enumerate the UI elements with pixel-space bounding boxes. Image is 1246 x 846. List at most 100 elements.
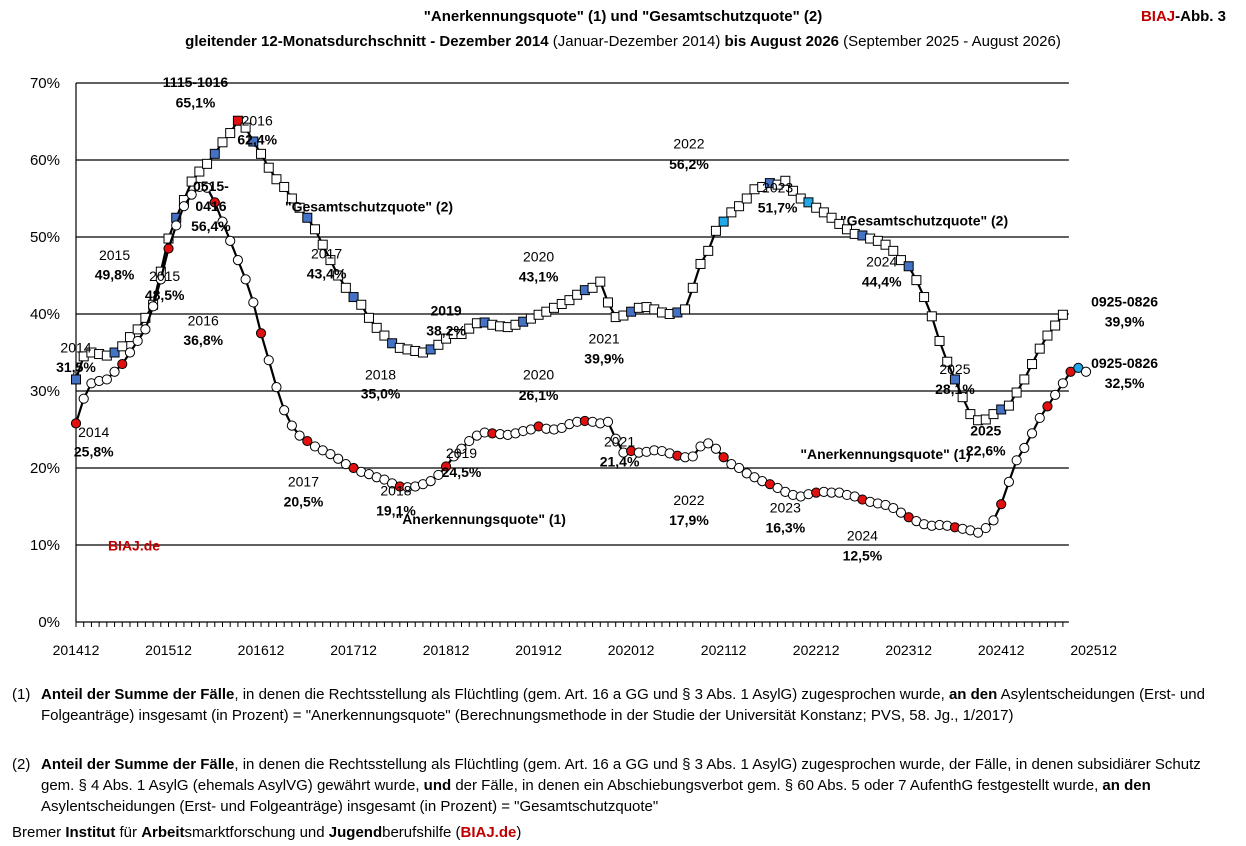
data-point-square	[903, 261, 914, 272]
data-point-circle	[710, 443, 722, 454]
data-annotation: "Gesamtschutzquote" (2)	[285, 199, 453, 215]
data-point-circle	[140, 324, 151, 335]
data-point-square	[949, 374, 960, 385]
data-point-square	[371, 322, 382, 333]
data-annotation: 35,0%	[361, 386, 401, 402]
y-tick-label: 20%	[30, 460, 60, 477]
data-annotation: 2014	[78, 424, 109, 440]
data-point-square	[109, 347, 120, 358]
data-annotation: 2018	[380, 483, 411, 499]
data-point-square	[186, 176, 197, 187]
data-annotation: "Anerkennungsquote" (1)	[396, 511, 566, 527]
data-point-square	[232, 115, 243, 126]
org-text-5: )	[516, 824, 522, 841]
data-point-square	[356, 299, 367, 310]
data-annotation: 2024	[847, 527, 878, 543]
footnote-2-bold-b: und	[423, 777, 452, 794]
data-point-circle	[1050, 389, 1061, 400]
data-point-circle	[294, 430, 305, 441]
data-annotation: 39,9%	[584, 350, 624, 366]
data-point-square	[587, 282, 598, 293]
data-point-square	[271, 174, 282, 185]
data-point-circle	[464, 435, 475, 447]
data-point-square	[780, 175, 791, 186]
x-tick-label: 202412	[978, 642, 1025, 658]
data-point-circle	[124, 347, 136, 358]
data-point-circle	[1080, 366, 1092, 377]
data-point-square	[317, 239, 328, 250]
data-point-square	[834, 218, 845, 229]
data-annotation: 12,5%	[843, 547, 883, 563]
subtitle-part-d: (September 2025 - August 2026)	[839, 33, 1061, 50]
subtitle-part-c: bis August 2026	[724, 33, 840, 50]
data-annotation: 36,8%	[183, 332, 223, 348]
data-point-square	[564, 295, 575, 306]
data-annotation: 2023	[762, 179, 793, 195]
data-point-circle	[448, 451, 459, 462]
data-annotation: 2018	[365, 366, 396, 382]
data-point-square	[202, 158, 213, 169]
data-annotation: 1115-1016	[163, 74, 229, 90]
data-point-circle	[980, 522, 991, 534]
footnote-1-number: (1)	[12, 686, 31, 703]
data-point-square	[348, 292, 359, 303]
data-annotation: 0416	[195, 198, 226, 214]
data-annotation: 17,9%	[669, 512, 709, 528]
data-point-circle	[302, 435, 313, 447]
data-annotation: 2020	[523, 249, 554, 265]
x-tick-label: 202212	[793, 642, 840, 658]
data-point-circle	[132, 335, 143, 347]
data-point-circle	[263, 355, 274, 366]
data-annotation: 21,4%	[600, 453, 640, 469]
org-text-4: berufshilfe (	[382, 824, 461, 841]
x-tick-label: 201812	[423, 642, 470, 658]
data-point-circle	[101, 374, 112, 385]
data-point-square	[803, 197, 814, 208]
data-annotation: 2025	[939, 361, 970, 377]
data-point-square	[263, 162, 274, 173]
org-bold-3: Jugend	[328, 824, 383, 841]
data-annotation: 2016	[242, 112, 273, 128]
data-point-square	[340, 282, 351, 293]
data-annotation: 56,2%	[669, 156, 709, 172]
data-point-square	[363, 312, 374, 323]
data-point-square	[888, 245, 899, 256]
footnote-1-bold-b: an den	[948, 686, 998, 703]
data-point-square	[217, 137, 228, 148]
data-point-square	[595, 276, 606, 287]
data-point-square	[279, 181, 290, 192]
data-annotation: 56,4%	[191, 218, 231, 234]
data-point-circle	[1026, 428, 1038, 439]
x-tick-label: 202012	[608, 642, 655, 658]
org-bold-1: Institut	[65, 824, 116, 841]
y-tick-label: 30%	[30, 383, 60, 400]
data-annotation: 20,5%	[284, 494, 324, 510]
footnote-1: (1) Anteil der Summe der Fälle, in denen…	[12, 684, 1237, 726]
data-point-circle	[225, 235, 236, 246]
footnote-2-bold-c: an den	[1102, 777, 1151, 794]
data-annotation: 2025	[970, 423, 1001, 439]
y-tick-label: 10%	[30, 537, 60, 554]
data-point-circle	[703, 438, 714, 449]
y-tick-label: 70%	[30, 75, 60, 92]
data-annotation: 44,4%	[862, 273, 902, 289]
data-point-circle	[1011, 455, 1022, 466]
data-point-circle	[255, 328, 267, 339]
data-point-circle	[602, 416, 614, 427]
x-tick-label: 201912	[515, 642, 562, 658]
data-point-square	[379, 330, 390, 341]
data-point-circle	[456, 443, 467, 454]
data-point-circle	[232, 255, 244, 266]
x-tick-label: 202312	[885, 642, 932, 658]
footnote-1-bold-a: Anteil der Summe der Fälle	[41, 686, 235, 703]
data-point-circle	[286, 420, 297, 431]
figure-number: -Abb. 3	[1175, 8, 1226, 25]
org-text-2: für	[115, 824, 142, 841]
data-annotation: 2019	[446, 445, 477, 461]
data-point-circle	[178, 201, 190, 212]
data-point-square	[818, 207, 829, 218]
x-tick-label: 202112	[701, 642, 747, 658]
data-point-square	[710, 225, 721, 236]
data-point-square	[310, 224, 321, 235]
chart-subtitle: gleitender 12-Monatsdurchschnitt - Dezem…	[0, 33, 1246, 50]
